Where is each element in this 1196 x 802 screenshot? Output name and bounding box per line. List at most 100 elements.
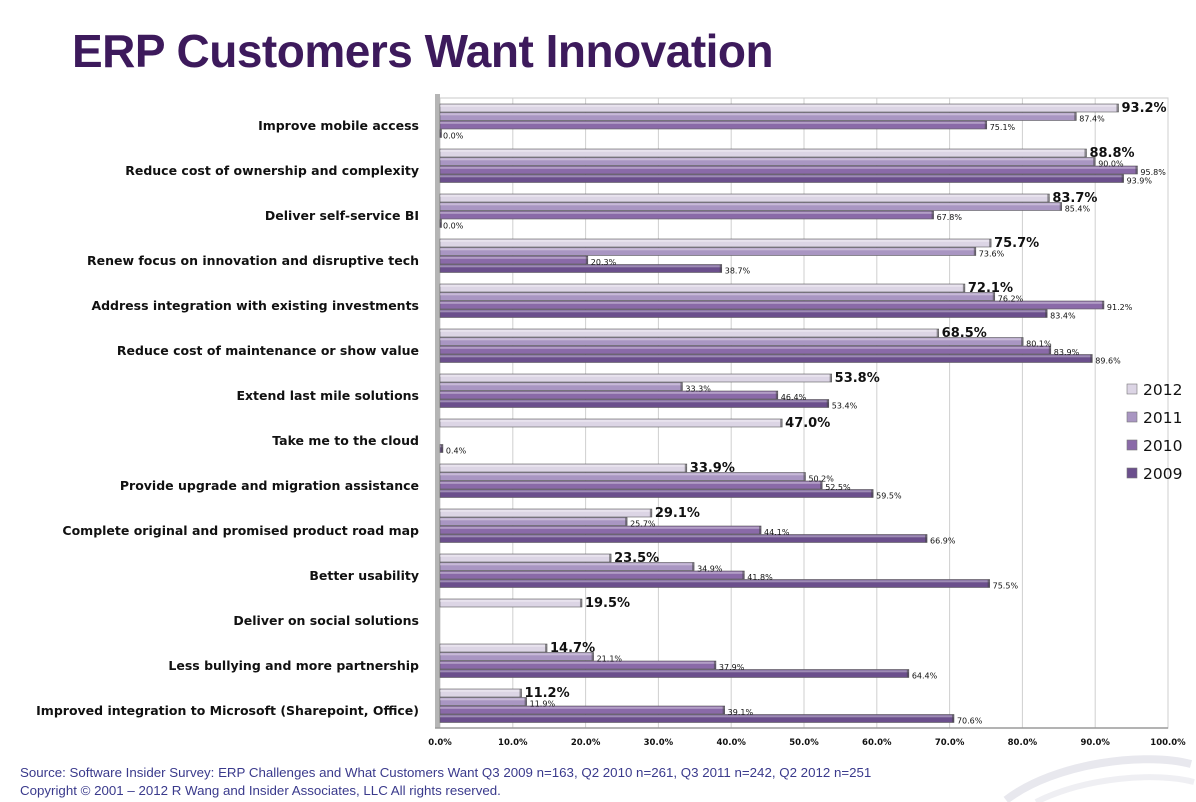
category-label: Renew focus on innovation and disruptive… <box>87 253 419 268</box>
bar-highlight <box>440 338 1024 341</box>
bar-cap <box>989 239 992 247</box>
value-label-2010: 83.9% <box>1054 348 1080 357</box>
copyright-note: Copyright © 2001 – 2012 R Wang and Insid… <box>20 783 501 798</box>
bar-highlight <box>440 248 976 251</box>
bar-cap <box>1090 354 1093 363</box>
x-tick-label: 30.0% <box>644 738 674 748</box>
bar-cap <box>803 472 806 481</box>
value-label-2011: 33.3% <box>685 385 711 394</box>
category-label: Reduce cost of ownership and complexity <box>125 163 419 178</box>
value-label-2011: 80.1% <box>1026 340 1052 349</box>
bar-highlight <box>440 239 992 242</box>
value-label-2011: 21.1% <box>597 655 623 664</box>
bar-highlight <box>440 661 716 664</box>
bar-highlight <box>440 580 990 583</box>
value-label-2009: 0.4% <box>446 447 467 456</box>
legend-swatch-2009 <box>1126 467 1138 479</box>
bar-cap <box>906 669 909 678</box>
value-label-2012: 72.1% <box>968 281 1013 296</box>
bar-cap <box>826 399 829 408</box>
value-label-2011: 25.7% <box>630 520 656 529</box>
value-label-2012: 14.7% <box>550 641 595 656</box>
x-tick-label: 10.0% <box>498 738 528 748</box>
bar-cap <box>519 689 522 697</box>
value-label-2009: 38.7% <box>725 267 751 276</box>
bar-highlight <box>440 301 1104 304</box>
value-label-2011: 85.4% <box>1065 205 1091 214</box>
category-label: Improve mobile access <box>258 118 419 133</box>
x-tick-label: 40.0% <box>716 738 746 748</box>
x-tick-label: 70.0% <box>935 738 965 748</box>
bar-highlight <box>440 554 612 557</box>
bar-highlight <box>440 149 1087 152</box>
bar-highlight <box>440 599 582 602</box>
bar-cap <box>820 481 823 489</box>
bar-highlight <box>440 121 987 124</box>
legend-label-2009: 2009 <box>1143 465 1182 483</box>
value-label-2010: 39.1% <box>728 708 754 717</box>
bar-highlight <box>440 284 965 287</box>
value-label-2009: 70.6% <box>957 717 983 726</box>
bar-cap <box>719 264 722 273</box>
bar-highlight <box>440 310 1048 313</box>
bar-chart: Improve mobile access Reduce cost of owne… <box>36 94 1186 748</box>
bar-cap <box>440 444 443 453</box>
bar-highlight <box>440 715 954 718</box>
bar-cap <box>1074 112 1077 121</box>
bar-cap <box>775 391 778 399</box>
category-label: Deliver self-service BI <box>265 208 419 223</box>
x-tick-label: 90.0% <box>1080 738 1110 748</box>
category-label: Take me to the cloud <box>272 433 419 448</box>
bar-highlight <box>440 464 687 467</box>
bar-cap <box>829 374 832 382</box>
axis-wall <box>435 94 440 728</box>
bar-cap <box>871 489 874 498</box>
bar-cap <box>1048 346 1051 354</box>
bar-cap <box>609 554 612 562</box>
bar-highlight <box>440 535 928 538</box>
bar-highlight <box>440 383 683 386</box>
value-label-2012: 88.8% <box>1089 146 1134 161</box>
value-label-2009: 89.6% <box>1095 357 1121 366</box>
value-label-2012: 33.9% <box>690 461 735 476</box>
x-axis-ticks: 0.0% 10.0% 20.0% 30.0% 40.0% 50.0% 60.0% 70.0% 8… <box>428 738 1186 748</box>
value-labels: 93.2% 87.4% 75.1% 0.0% 88.8%90.0% 95.8%93.9% 8… <box>443 101 1167 726</box>
bar-highlight <box>440 211 934 214</box>
bar-cap <box>524 697 527 706</box>
category-label: Less bullying and more partnership <box>168 658 419 673</box>
value-label-2009: 93.9% <box>1127 177 1153 186</box>
value-label-2011: 34.9% <box>697 565 723 574</box>
bar-cap <box>713 661 716 669</box>
bar-2009 <box>439 489 874 498</box>
bar-highlight <box>440 329 939 332</box>
bar-highlight <box>440 175 1124 178</box>
value-label-2010: 41.8% <box>747 573 773 582</box>
bar-highlight <box>440 644 548 647</box>
bar-cap <box>722 706 725 714</box>
category-label: Deliver on social solutions <box>233 613 419 628</box>
value-label-2009: 0.0% <box>443 222 464 231</box>
bar-cap <box>591 652 594 661</box>
bar-cap <box>579 599 582 607</box>
bar-highlight <box>440 104 1119 107</box>
bar-cap <box>1045 309 1048 318</box>
value-label-2012: 83.7% <box>1052 191 1097 206</box>
bar-highlight <box>440 509 652 512</box>
bar-highlight <box>440 706 725 709</box>
value-label-2012: 47.0% <box>785 416 830 431</box>
bar-highlight <box>440 158 1096 161</box>
bar-highlight <box>440 203 1062 206</box>
bar-2011 <box>439 652 594 661</box>
value-label-2010: 46.4% <box>781 393 807 402</box>
chart-axis-wall <box>435 94 1168 729</box>
bar-highlight <box>440 526 762 529</box>
value-label-2012: 75.7% <box>994 236 1039 251</box>
value-label-2009: 53.4% <box>832 402 858 411</box>
value-label-2009: 0.0% <box>443 132 464 141</box>
bar-2012 <box>439 418 783 428</box>
bar-cap <box>925 534 928 543</box>
bar-highlight <box>440 481 823 484</box>
bar-cap <box>780 419 783 427</box>
x-tick-label: 100.0% <box>1150 738 1186 748</box>
chart-legend: 2012 2011 2010 2009 <box>1126 381 1182 483</box>
